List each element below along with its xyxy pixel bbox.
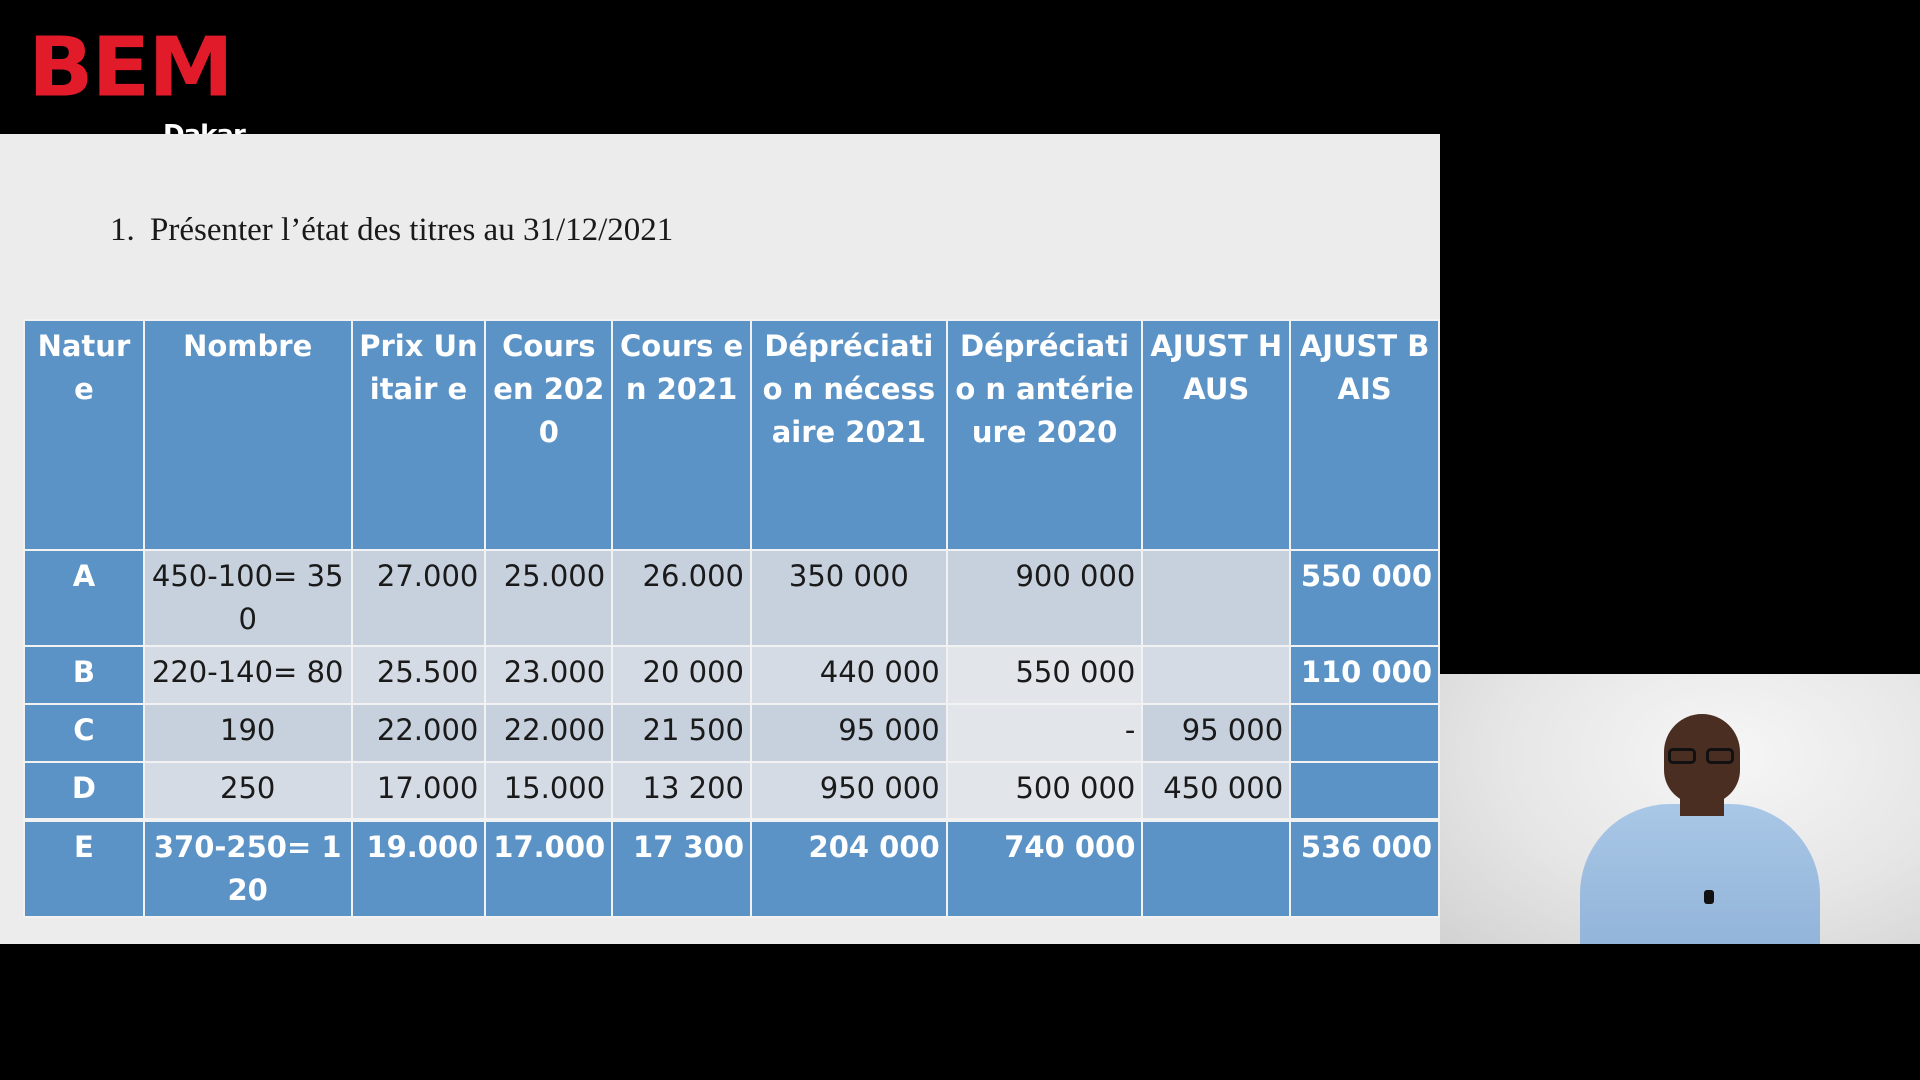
cell-ajust-bais (1289, 761, 1440, 821)
cell-dep-necessaire: 204 000 (750, 818, 948, 918)
presenter-shirt (1580, 804, 1820, 944)
table-row-a: A 450-100= 350 27.000 25.000 26.000 350 … (23, 549, 1440, 647)
cell-cours-2021: 13 200 (611, 761, 753, 821)
cell-dep-anterieure: 500 000 (945, 761, 1144, 821)
cell-ajust-bais (1289, 703, 1440, 763)
header-ajust-haus: AJUST HAUS (1141, 319, 1292, 551)
logo-bem-text: BEM (28, 20, 234, 116)
cell-nombre: 220-140= 80 (142, 645, 353, 705)
lapel-mic-icon (1704, 890, 1714, 904)
presenter-webcam (1440, 674, 1920, 944)
titres-table: Nature Nombre Prix Unitair e Cours en 20… (23, 319, 1440, 918)
cell-dep-anterieure: - (945, 703, 1144, 763)
header-depreciation-anterieure: Dépréciatio n antérieure 2020 (945, 319, 1144, 551)
cell-cours-2021: 20 000 (611, 645, 753, 705)
cell-cours-2020: 17.000 (484, 818, 614, 918)
header-nature: Nature (23, 319, 145, 551)
cell-dep-necessaire: 350 000 (750, 549, 948, 647)
header-nombre: Nombre (142, 319, 353, 551)
cell-dep-anterieure: 900 000 (945, 549, 1144, 647)
slide-title-text: Présenter l’état des titres au 31/12/202… (150, 212, 674, 248)
cell-dep-necessaire: 440 000 (750, 645, 948, 705)
cell-cours-2020: 25.000 (484, 549, 614, 647)
table-header-row: Nature Nombre Prix Unitair e Cours en 20… (23, 319, 1440, 551)
cell-prix: 27.000 (350, 549, 487, 647)
cell-prix: 25.500 (350, 645, 487, 705)
table-row-d: D 250 17.000 15.000 13 200 950 000 500 0… (23, 761, 1440, 821)
bem-dakar-logo: BEM Dakar (28, 20, 248, 155)
cell-nombre: 250 (142, 761, 353, 821)
presenter-head (1664, 714, 1740, 804)
cell-dep-anterieure: 740 000 (945, 818, 1144, 918)
presenter-figure (1580, 694, 1820, 944)
cell-ajust-haus (1141, 549, 1292, 647)
cell-nature: C (23, 703, 145, 763)
cell-cours-2021: 17 300 (611, 818, 753, 918)
cell-dep-anterieure: 550 000 (945, 645, 1144, 705)
cell-cours-2020: 15.000 (484, 761, 614, 821)
cell-ajust-haus (1141, 818, 1292, 918)
cell-nature: B (23, 645, 145, 705)
cell-prix: 22.000 (350, 703, 487, 763)
presentation-slide: 1. Présenter l’état des titres au 31/12/2… (0, 134, 1440, 944)
table-row-b: B 220-140= 80 25.500 23.000 20 000 440 0… (23, 645, 1440, 705)
cell-ajust-haus (1141, 645, 1292, 705)
cell-prix: 17.000 (350, 761, 487, 821)
cell-prix: 19.000 (350, 818, 487, 918)
header-cours-2020: Cours en 2020 (484, 319, 614, 551)
cell-cours-2020: 23.000 (484, 645, 614, 705)
cell-dep-necessaire: 95 000 (750, 703, 948, 763)
cell-nature: D (23, 761, 145, 821)
header-ajust-bais: AJUST BAIS (1289, 319, 1440, 551)
cell-cours-2020: 22.000 (484, 703, 614, 763)
table-row-e: E 370-250= 120 19.000 17.000 17 300 204 … (23, 818, 1440, 918)
header-prix-unitaire: Prix Unitair e (350, 319, 487, 551)
cell-cours-2021: 26.000 (611, 549, 753, 647)
table-row-c: C 190 22.000 22.000 21 500 95 000 - 95 0… (23, 703, 1440, 763)
cell-ajust-bais: 110 000 (1289, 645, 1440, 705)
cell-ajust-bais: 550 000 (1289, 549, 1440, 647)
cell-ajust-haus: 450 000 (1141, 761, 1292, 821)
cell-nature: A (23, 549, 145, 647)
cell-nombre: 370-250= 120 (142, 818, 353, 918)
cell-ajust-haus: 95 000 (1141, 703, 1292, 763)
cell-dep-necessaire: 950 000 (750, 761, 948, 821)
slide-title-number: 1. (110, 212, 135, 248)
cell-ajust-bais: 536 000 (1289, 818, 1440, 918)
glasses-icon (1666, 748, 1738, 766)
cell-nombre: 190 (142, 703, 353, 763)
slide-title: 1. Présenter l’état des titres au 31/12/2… (110, 212, 673, 249)
header-depreciation-necessaire: Dépréciatio n nécessaire 2021 (750, 319, 948, 551)
cell-nature: E (23, 818, 145, 918)
header-cours-2021: Cours en 2021 (611, 319, 753, 551)
cell-cours-2021: 21 500 (611, 703, 753, 763)
cell-nombre: 450-100= 350 (142, 549, 353, 647)
